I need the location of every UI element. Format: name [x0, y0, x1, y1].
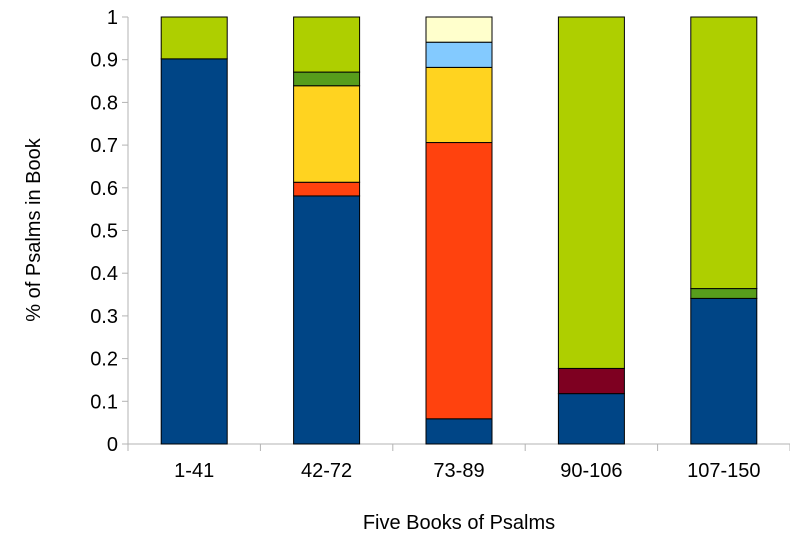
bar-segment: [293, 195, 361, 445]
bar-segment: [557, 393, 625, 445]
x-axis-title: Five Books of Psalms: [363, 512, 555, 534]
y-tick-label: 0.9: [90, 50, 118, 72]
bar-segment: [293, 85, 361, 183]
bar-segment: [425, 66, 493, 144]
x-tick-label: 42-72: [301, 460, 352, 482]
bars: [160, 16, 758, 445]
bar-segment: [293, 71, 361, 87]
y-tick-label: 0.2: [90, 349, 118, 371]
bar-segment: [293, 16, 361, 73]
bar-segment: [557, 367, 625, 395]
y-tick-label: 1: [107, 7, 118, 29]
y-tick-label: 0.5: [90, 221, 118, 243]
y-tick-label: 0.4: [90, 263, 118, 285]
x-tick-label: 107-150: [687, 460, 760, 482]
bar-segment: [293, 181, 361, 197]
y-tick-label: 0.7: [90, 135, 118, 157]
bar-segment: [690, 288, 758, 299]
bar-segment: [557, 16, 625, 369]
x-tick-label: 1-41: [174, 460, 214, 482]
y-tick-label: 0.3: [90, 306, 118, 328]
y-tick-label: 0.8: [90, 92, 118, 114]
y-tick-label: 0.1: [90, 391, 118, 413]
y-tick-label: 0.6: [90, 178, 118, 200]
y-tick-label: 0: [107, 434, 118, 456]
y-axis-title: % of Psalms in Book: [23, 137, 45, 321]
y-tick-labels: 0 0.1 0.2 0.3 0.4 0.5 0.6 0.7 0.8 0.9 1: [90, 7, 118, 456]
x-tick-labels: 1-41 42-72 73-89 90-106 107-150: [174, 460, 760, 482]
bar-segment: [160, 58, 228, 445]
bar-segment: [160, 16, 228, 60]
bar-segment: [425, 142, 493, 420]
bar-segment: [425, 41, 493, 68]
bar-segment: [425, 418, 493, 445]
x-tick-label: 90-106: [560, 460, 622, 482]
bar-segment: [690, 16, 758, 290]
x-tick-label: 73-89: [433, 460, 484, 482]
bar-segment: [690, 297, 758, 445]
axes: [122, 16, 790, 451]
bar-segment: [425, 16, 493, 43]
